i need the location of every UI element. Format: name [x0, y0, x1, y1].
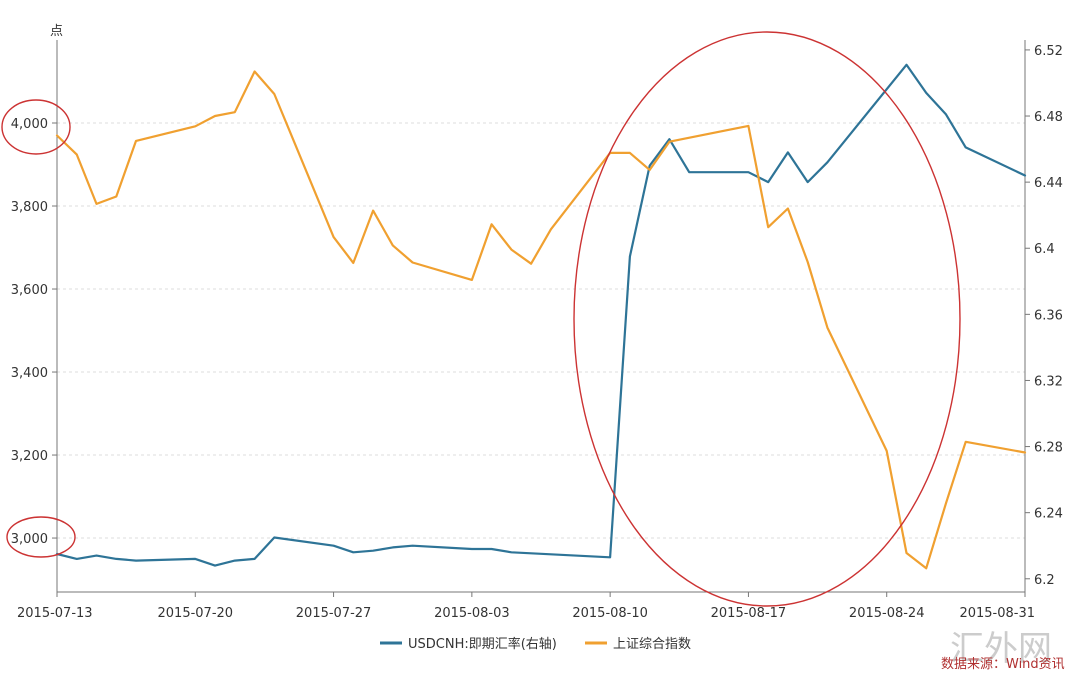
left-tick-label-0: 3,000	[11, 532, 48, 547]
right-tick-label-3: 6.32	[1034, 374, 1063, 389]
x-tick-label-7: 2015-08-31	[959, 606, 1035, 621]
right-tick-label-2: 6.28	[1034, 441, 1063, 456]
legend-label-0: USDCNH:即期汇率(右轴)	[408, 636, 557, 652]
annotation-ellipse-4000	[1, 99, 71, 155]
x-tick-label-2: 2015-07-27	[296, 606, 372, 621]
legend: USDCNH:即期汇率(右轴) 上证综合指数	[380, 636, 691, 652]
right-tick-label-0: 6.2	[1034, 573, 1055, 588]
x-axis-ticks: 2015-07-13 2015-07-20 2015-07-27 2015-08-03…	[17, 592, 1035, 621]
gridlines	[57, 122, 1025, 539]
source-note: 数据来源：Wind资讯	[941, 657, 1065, 672]
right-tick-label-8: 6.52	[1034, 44, 1063, 59]
series-line-1	[55, 70, 1027, 570]
right-tick-label-6: 6.44	[1034, 176, 1063, 191]
right-axis-ticks: 6.2 6.24 6.28 6.32 6.36 6.4 6.44 6.48 6.52	[1025, 44, 1063, 588]
series-line-0	[55, 63, 1027, 567]
left-tick-label-4: 3,800	[11, 200, 48, 215]
left-axis-ticks: 3,000 3,200 3,400 3,600 3,800 4,000	[11, 117, 57, 547]
left-tick-label-5: 4,000	[11, 117, 48, 132]
right-tick-label-7: 6.48	[1034, 110, 1063, 125]
x-tick-label-6: 2015-08-24	[849, 606, 925, 621]
watermark-text: 汇外网	[950, 629, 1052, 669]
x-tick-label-3: 2015-08-03	[434, 606, 510, 621]
left-tick-label-3: 3,600	[11, 283, 48, 298]
right-tick-label-4: 6.36	[1034, 308, 1063, 323]
annotation-circles	[1, 31, 961, 607]
right-tick-label-5: 6.4	[1034, 242, 1055, 257]
left-axis-unit: 点	[50, 24, 63, 39]
legend-label-1: 上证综合指数	[613, 637, 691, 652]
annotation-ellipse-august	[573, 31, 961, 607]
x-tick-label-4: 2015-08-10	[572, 606, 648, 621]
left-tick-label-1: 3,200	[11, 449, 48, 464]
series-lines	[55, 63, 1027, 570]
left-tick-label-2: 3,400	[11, 366, 48, 381]
x-tick-label-5: 2015-08-17	[711, 606, 787, 621]
annotation-ellipse-3000	[6, 516, 76, 558]
x-tick-label-0: 2015-07-13	[17, 606, 93, 621]
right-tick-label-1: 6.24	[1034, 507, 1063, 522]
x-tick-label-1: 2015-07-20	[158, 606, 234, 621]
